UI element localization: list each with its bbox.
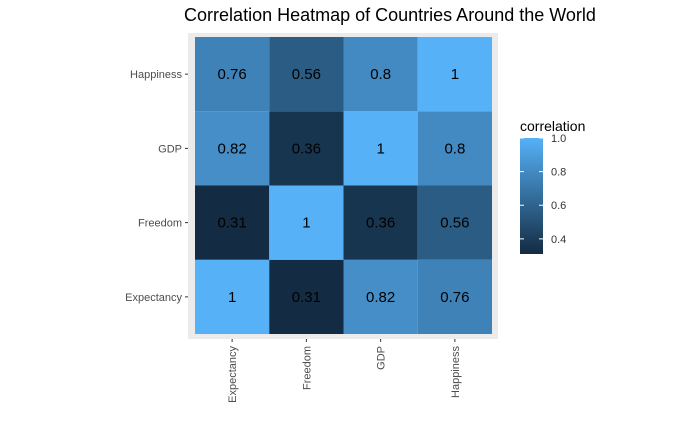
cell-value-label: 0.82 <box>366 289 395 306</box>
heatmap-cell <box>195 259 270 334</box>
legend-tick-label: 1.0 <box>551 133 566 145</box>
legend-tick-label: 0.4 <box>551 234 566 246</box>
heatmap-cell <box>269 37 344 112</box>
cell-value-label: 0.31 <box>218 215 247 232</box>
cell-value-label: 0.36 <box>366 215 395 232</box>
legend-tick-label: 0.6 <box>551 200 566 212</box>
cell-value-label: 0.56 <box>440 215 469 232</box>
cell-value-label: 1 <box>302 215 310 232</box>
heatmap-cell <box>343 259 418 334</box>
cell-value-label: 1 <box>228 289 236 306</box>
x-tick-label: Expectancy <box>227 346 239 403</box>
heatmap-cell <box>417 185 492 260</box>
x-tick-label: Happiness <box>450 346 462 398</box>
heatmap-cell <box>417 259 492 334</box>
heatmap-cell <box>195 37 270 112</box>
legend-ticks: 1.0 0.8 0.6 0.4 <box>520 133 566 246</box>
cell-value-label: 0.76 <box>440 289 469 306</box>
cell-value-label: 0.76 <box>218 66 247 83</box>
heatmap-cell <box>417 111 492 186</box>
heatmap-cell <box>343 185 418 260</box>
heatmap-cell <box>269 185 344 260</box>
heatmap-cell <box>195 111 270 186</box>
cell-value-label: 0.8 <box>370 66 391 83</box>
cell-value-label: 0.82 <box>218 140 247 157</box>
heatmap-cell-labels: 1 0.31 0.82 0.76 0.31 1 0.36 0.56 0.82 0.36 1 0.8 0.… <box>218 66 470 306</box>
y-tick-label: Freedom <box>138 218 182 230</box>
heatmap-cell <box>269 259 344 334</box>
cell-value-label: 1 <box>451 66 459 83</box>
cell-value-label: 0.8 <box>444 140 465 157</box>
cell-value-label: 0.31 <box>292 289 321 306</box>
legend-tick-label: 0.8 <box>551 167 566 179</box>
heatmap-cells <box>195 37 492 334</box>
heatmap-cell <box>269 111 344 186</box>
heatmap-cell <box>195 185 270 260</box>
y-tick-label: GDP <box>158 143 182 155</box>
x-tick-label: Freedom <box>301 346 313 390</box>
cell-value-label: 0.56 <box>292 66 321 83</box>
chart-title: Correlation Heatmap of Countries Around … <box>184 5 596 25</box>
cell-value-label: 0.36 <box>292 140 321 157</box>
y-tick-label: Happiness <box>130 69 182 81</box>
y-tick-label: Expectancy <box>125 292 182 304</box>
legend-title: correlation <box>520 118 585 134</box>
legend-colorbar <box>520 138 543 254</box>
heatmap-cell <box>343 111 418 186</box>
x-tick-label: GDP <box>376 346 388 370</box>
heatmap-cell <box>343 37 418 112</box>
y-axis: Expectancy Freedom GDP Happiness <box>125 69 188 304</box>
x-axis: Expectancy Freedom GDP Happiness <box>227 339 462 403</box>
heatmap-cell <box>417 37 492 112</box>
cell-value-label: 1 <box>376 140 384 157</box>
